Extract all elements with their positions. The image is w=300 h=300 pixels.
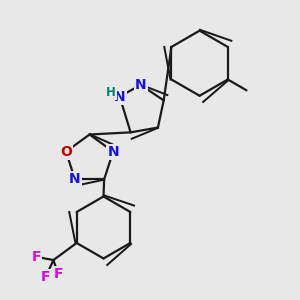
Text: N: N (135, 78, 146, 92)
Text: F: F (53, 267, 63, 281)
Text: H: H (106, 86, 116, 99)
Text: F: F (32, 250, 41, 264)
Text: F: F (41, 270, 50, 284)
Text: N: N (114, 90, 125, 104)
Text: N: N (69, 172, 81, 186)
Text: O: O (60, 145, 72, 159)
Text: N: N (107, 145, 119, 159)
